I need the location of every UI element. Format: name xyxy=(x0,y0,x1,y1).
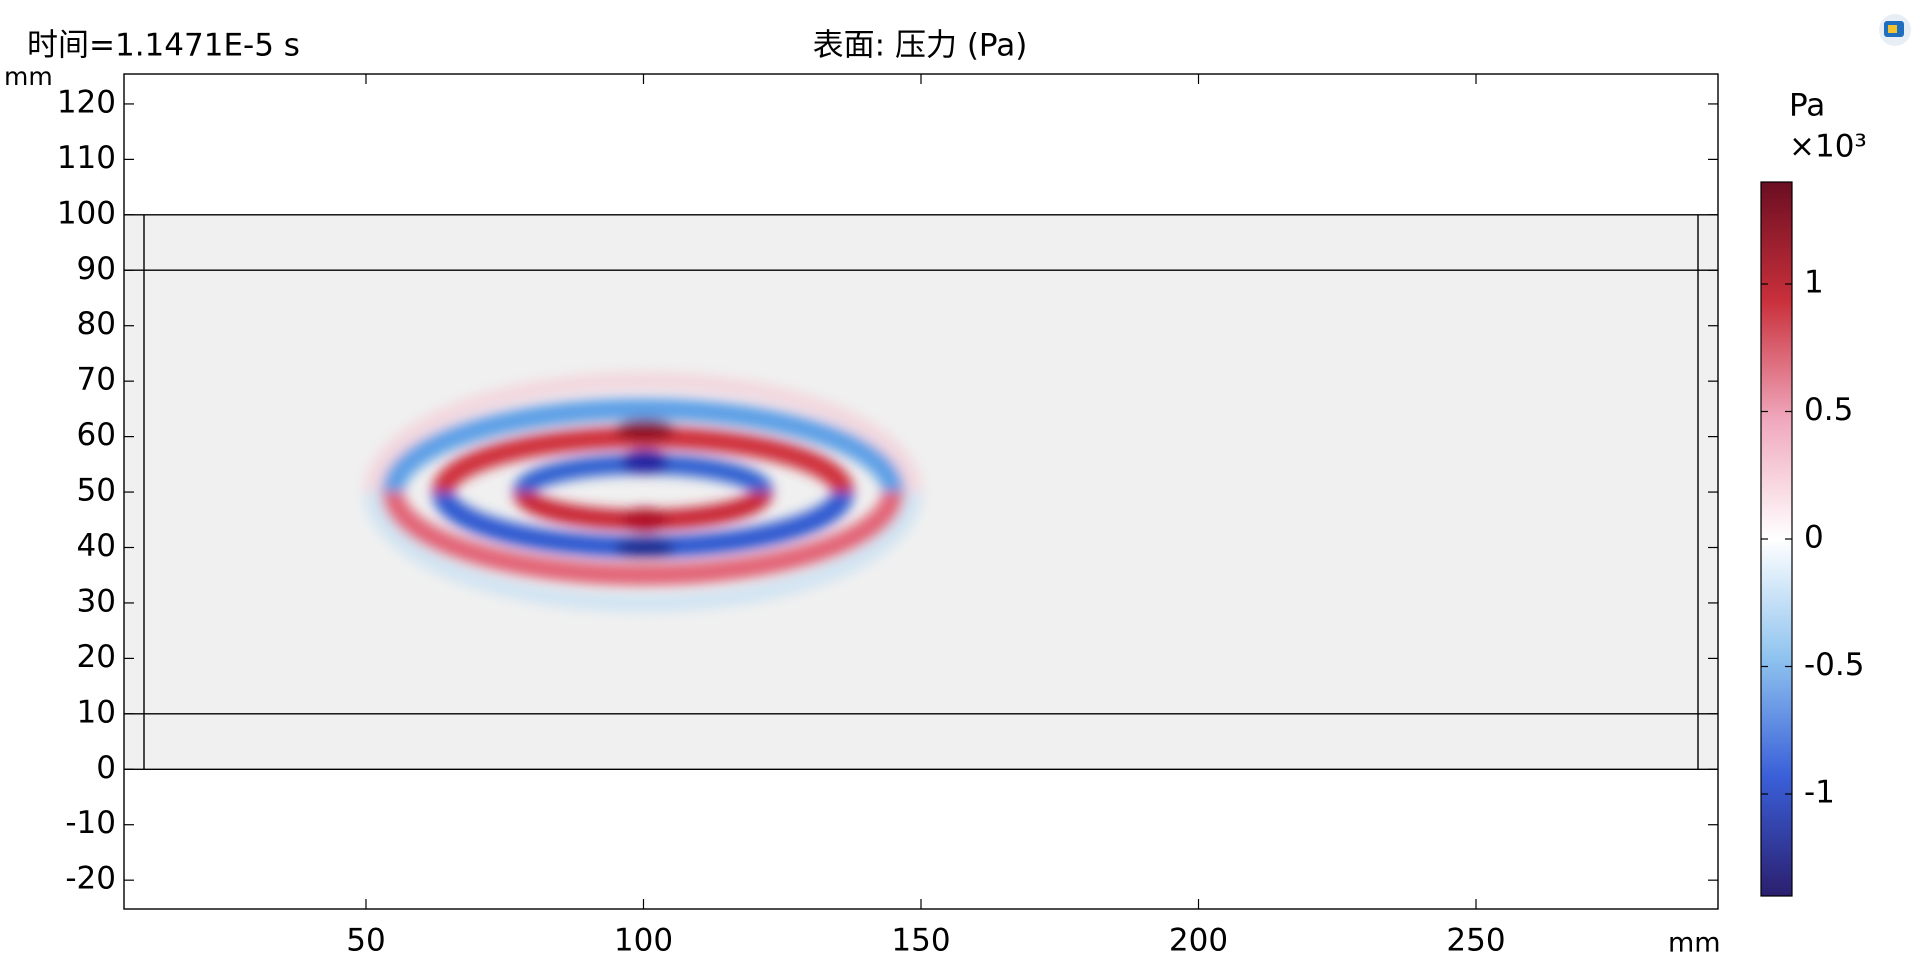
colorbar-tick-label: 0 xyxy=(1804,520,1824,556)
y-axis-label: mm xyxy=(4,62,53,91)
y-tick-label: 0 xyxy=(96,750,116,786)
y-tick-label: 80 xyxy=(77,306,116,342)
x-tick-label: 150 xyxy=(891,923,950,959)
y-tick-label: 20 xyxy=(77,639,116,675)
colorbar-label: Pa xyxy=(1789,88,1825,124)
colorbar-multiplier: ×10³ xyxy=(1789,129,1867,165)
time-label: 时间=1.1471E-5 s xyxy=(27,28,300,64)
colorbar-tick-label: -0.5 xyxy=(1804,647,1865,683)
y-tick-label: 10 xyxy=(77,694,116,730)
y-tick-label: 100 xyxy=(57,195,116,231)
y-tick-label: 50 xyxy=(77,473,116,509)
colorbar-tick-label: 1 xyxy=(1804,265,1824,301)
y-tick-label: 70 xyxy=(77,362,116,398)
y-tick-label: 30 xyxy=(77,583,116,619)
x-tick-label: 50 xyxy=(346,923,385,959)
y-tick-label: -10 xyxy=(65,805,116,841)
y-tick-label: 120 xyxy=(57,84,116,120)
y-tick-label: 60 xyxy=(77,417,116,453)
y-tick-label: 110 xyxy=(57,140,116,176)
y-tick-label: -20 xyxy=(65,861,116,897)
x-tick-label: 200 xyxy=(1169,923,1228,959)
x-tick-label: 100 xyxy=(614,923,673,959)
y-tick-label: 90 xyxy=(77,251,116,287)
colorbar-tick-label: -1 xyxy=(1804,775,1835,811)
x-axis-label: mm xyxy=(1668,928,1721,959)
colorbar-tick-label: 0.5 xyxy=(1804,392,1853,428)
pressure-field xyxy=(364,372,922,612)
y-tick-label: 40 xyxy=(77,528,116,564)
chart-title: 表面: 压力 (Pa) xyxy=(813,28,1028,64)
x-tick-label: 250 xyxy=(1446,923,1505,959)
app-icon xyxy=(1879,14,1911,46)
geometry xyxy=(124,214,1718,770)
